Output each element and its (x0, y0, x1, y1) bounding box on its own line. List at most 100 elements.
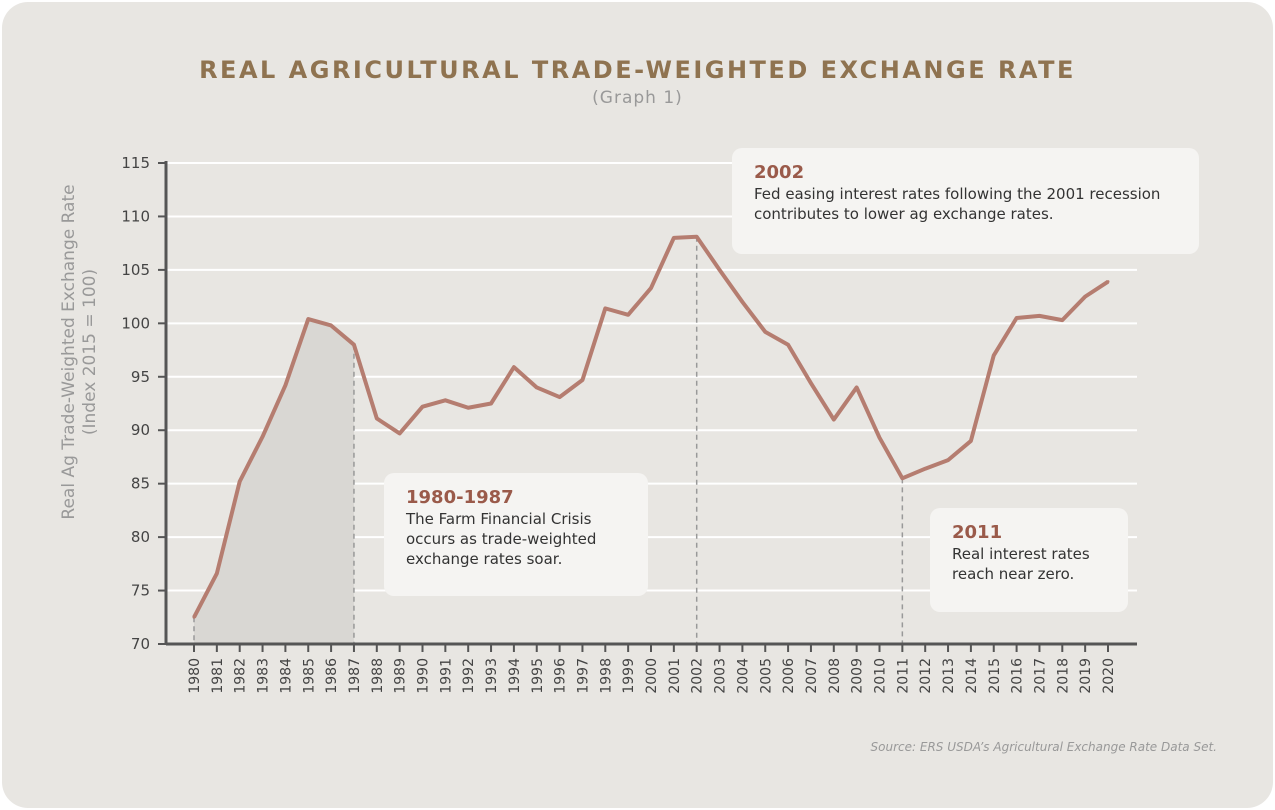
data-point (649, 286, 653, 290)
annotation-2002: 2002 Fed easing interest rates following… (732, 148, 1199, 254)
y-tick-label: 115 (121, 154, 150, 172)
source-note: Source: ERS USDA’s Agricultural Exchange… (870, 740, 1217, 754)
y-tick-label: 75 (131, 582, 150, 600)
data-point (1106, 280, 1110, 284)
x-tick-label: 2020 (1101, 658, 1117, 694)
annotation-text: Fed easing interest rates following the … (754, 185, 1161, 223)
x-tick-label: 1998 (598, 658, 614, 694)
x-tick-label: 2014 (964, 658, 980, 694)
annotation-year: 2002 (754, 162, 805, 183)
y-tick-label: 100 (121, 314, 150, 332)
data-point (261, 435, 265, 439)
data-point (832, 418, 836, 422)
annotation-2011: 2011 Real interest rates reach near zero… (930, 508, 1128, 612)
data-point (398, 431, 402, 435)
data-point (443, 398, 447, 402)
y-tick-label: 110 (121, 207, 150, 225)
data-point (489, 402, 493, 405)
data-point (855, 385, 859, 389)
data-point (192, 615, 196, 619)
y-tick-label: 70 (131, 635, 150, 653)
x-tick-label: 1997 (575, 658, 591, 694)
data-point (992, 353, 996, 357)
y-tick-label: 95 (131, 368, 150, 386)
data-point (558, 395, 562, 399)
annotation-year: 1980-1987 (406, 487, 514, 508)
data-point (969, 439, 973, 443)
data-point (283, 383, 287, 387)
chart-subtitle: (Graph 1) (592, 88, 683, 108)
data-point (763, 330, 767, 334)
data-point (421, 405, 424, 409)
x-tick-label: 2019 (1078, 658, 1094, 694)
x-tick-label: 2001 (667, 658, 683, 694)
data-point (215, 571, 219, 575)
data-point (306, 317, 310, 321)
data-point (1037, 314, 1041, 318)
data-point (1083, 295, 1087, 299)
data-point (878, 436, 881, 440)
x-tick-label: 2009 (850, 658, 866, 694)
data-point (535, 385, 539, 389)
data-point (603, 306, 607, 310)
x-tick-label: 1990 (416, 658, 432, 694)
x-tick-label: 2012 (918, 658, 934, 694)
x-tick-label: 1985 (301, 658, 317, 694)
data-point (786, 343, 790, 347)
x-tick-label: 1986 (324, 658, 340, 694)
annotation-text: The Farm Financial Crisis occurs as trad… (406, 510, 597, 568)
data-point (718, 268, 722, 272)
x-tick-label: 1992 (461, 658, 477, 694)
x-tick-label: 2004 (735, 658, 751, 694)
data-point (946, 458, 950, 462)
x-tick-label: 2008 (827, 658, 843, 694)
data-point (580, 378, 584, 382)
x-tick-label: 2010 (873, 658, 889, 694)
data-point (923, 467, 927, 471)
x-tick-label: 1980 (187, 658, 203, 694)
x-tick-label: 2017 (1032, 658, 1048, 694)
data-point (695, 235, 699, 239)
x-tick-label: 1982 (233, 658, 249, 694)
x-tick-label: 1981 (210, 658, 226, 694)
data-point (809, 381, 813, 385)
x-tick-label: 1995 (530, 658, 546, 694)
y-tick-label: 105 (121, 261, 150, 279)
x-tick-label: 2016 (1010, 658, 1026, 694)
data-point (626, 313, 630, 317)
x-tick-label: 2000 (644, 658, 660, 694)
x-tick-label: 1996 (553, 658, 569, 694)
data-point (329, 323, 333, 327)
x-tick-label: 2018 (1055, 658, 1071, 694)
shaded-area-1980-1987 (194, 319, 354, 644)
data-point (466, 406, 470, 410)
x-tick-label: 1983 (256, 658, 272, 694)
chart-title: REAL AGRICULTURAL TRADE-WEIGHTED EXCHANG… (199, 56, 1076, 84)
x-tick-label: 2007 (804, 658, 820, 694)
data-point (740, 300, 744, 304)
x-tick-label: 1999 (621, 658, 637, 694)
x-tick-label: 2005 (758, 658, 774, 694)
x-tick-label: 1988 (370, 658, 386, 694)
y-tick-label: 85 (131, 475, 150, 493)
data-point (352, 343, 356, 347)
x-tick-label: 1994 (507, 658, 523, 694)
annotation-1980-1987: 1980-1987 The Farm Financial Crisis occu… (384, 473, 648, 596)
y-tick-label: 90 (131, 421, 150, 439)
data-point (1060, 318, 1064, 322)
annotation-year: 2011 (952, 522, 1003, 543)
y-tick-label: 80 (131, 528, 150, 546)
x-tick-label: 2003 (713, 658, 729, 694)
x-tick-label: 2002 (690, 658, 706, 694)
x-tick-label: 1984 (278, 658, 294, 694)
x-tick-label: 2011 (895, 658, 911, 694)
x-tick-label: 2015 (987, 658, 1003, 694)
x-tick-label: 1987 (347, 658, 363, 694)
data-point (1015, 316, 1019, 320)
data-point (512, 365, 516, 369)
data-point (375, 416, 379, 420)
x-tick-label: 2013 (941, 658, 957, 694)
annotation-text: Real interest rates reach near zero. (952, 545, 1090, 583)
